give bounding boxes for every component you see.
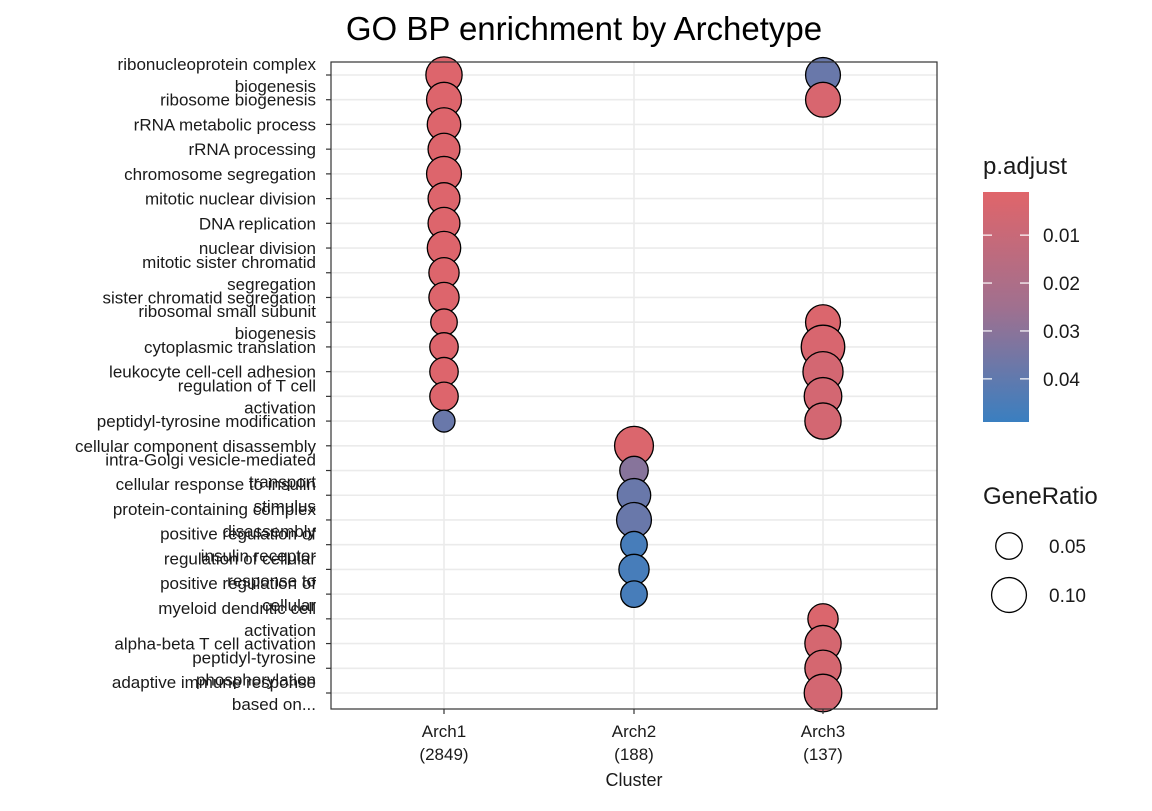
y-tick-label: protein-containing complex disassembly [113,500,317,541]
color-legend-label: 0.02 [1043,274,1080,295]
x-axis: Arch1 (2849) Arch2 (188) Arch3 (137) [419,709,845,764]
color-legend-title: p.adjust [983,153,1067,180]
x-tick-count: (188) [614,745,654,764]
y-tick-label: positive regulation of insulin receptor [160,525,316,566]
x-tick-label: Arch2 [612,722,656,741]
y-tick-label: DNA replication [199,214,316,233]
data-point [430,308,458,337]
data-point [428,281,460,314]
color-legend: p.adjust 0.01 0.02 0.03 0.04 [983,153,1080,422]
data-point [429,381,459,412]
data-points [425,56,846,713]
y-tick-label: positive regulation of cellular [160,574,316,615]
data-point [804,402,842,440]
y-axis: ribonucleoprotein complex biogenesisribos… [75,55,331,714]
size-legend-label: 0.10 [1049,586,1086,607]
color-legend-label: 0.03 [1043,322,1080,343]
y-tick-label: chromosome segregation [124,165,316,184]
data-point [804,81,842,118]
y-tick-label: nuclear division [199,239,316,258]
color-legend-ticks: 0.01 0.02 0.03 0.04 [983,226,1080,391]
y-tick-label: mitotic sister chromatid segregation [142,253,316,294]
data-point [618,553,650,586]
color-legend-label: 0.04 [1043,370,1080,391]
size-legend-items: 0.05 0.10 [990,532,1086,614]
x-tick-label: Arch1 [422,722,466,741]
data-point [432,409,456,433]
y-tick-label: peptidyl-tyrosine modification [97,412,316,431]
y-tick-label: rRNA metabolic process [134,115,316,134]
y-tick-label: sister chromatid segregation [102,288,316,307]
y-tick-label: regulation of T cell activation [178,376,316,417]
y-tick-label: peptidyl-tyrosine phosphorylation [192,648,316,689]
size-legend-key [995,532,1023,560]
size-legend-label: 0.05 [1049,537,1086,558]
x-tick-count: (137) [803,745,843,764]
color-legend-label: 0.01 [1043,226,1080,247]
y-tick-label: mitotic nuclear division [145,190,316,209]
y-tick-label: rRNA processing [188,140,316,159]
size-legend-title: GeneRatio [983,483,1098,510]
size-legend: GeneRatio 0.05 0.10 [983,483,1098,614]
y-tick-label: intra-Golgi vesicle-mediated transport [105,451,316,492]
y-tick-label: cellular response to insulin stimulus [116,475,316,516]
data-point [803,673,843,713]
y-tick-label: cytoplasmic translation [144,338,316,357]
y-tick-label: ribosomal small subunit biogenesis [138,302,316,343]
x-tick-label: Arch3 [801,722,845,741]
y-tick-label: alpha-beta T cell activation [114,635,316,654]
x-tick-count: (2849) [419,745,468,764]
size-legend-key [990,576,1028,614]
y-tick-label: myeloid dendritic cell activation [158,599,316,640]
y-tick-label: ribonucleoprotein complex biogenesis [118,55,317,96]
color-legend-bar [983,192,1029,422]
y-tick-label: cellular component disassembly [75,437,316,456]
y-tick-label: regulation of cellular response to [164,549,316,590]
data-point [620,580,648,609]
x-axis-title: Cluster [605,770,662,790]
y-tick-label: adaptive immune response based on... [112,673,316,714]
y-tick-label: ribosome biogenesis [160,91,316,110]
chart-title: GO BP enrichment by Archetype [346,10,822,47]
y-tick-label: leukocyte cell-cell adhesion [109,363,316,382]
